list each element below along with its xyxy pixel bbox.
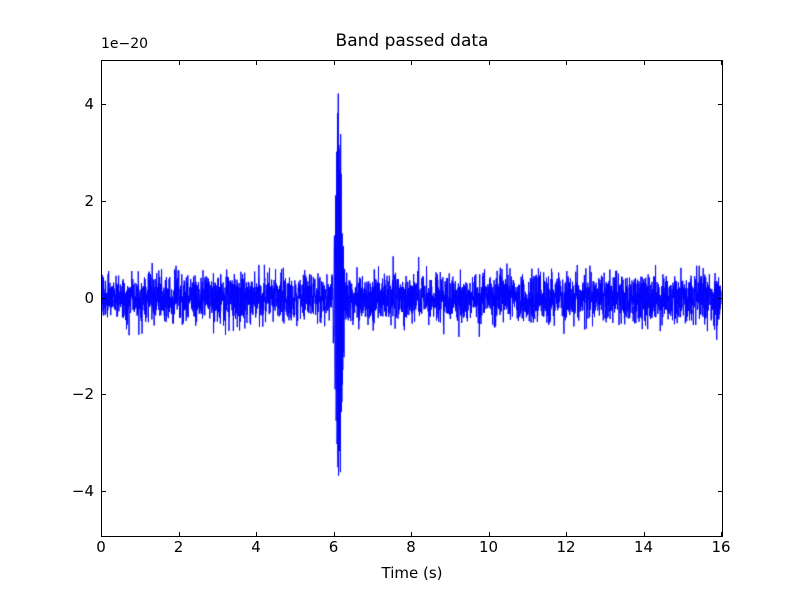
x-axis-tick-label: 4 (251, 538, 261, 556)
x-axis-tick-mark (333, 532, 335, 536)
x-axis-tick-mark-top (178, 61, 180, 65)
x-axis-tick-mark-top (566, 61, 567, 65)
x-axis-tick-mark (566, 532, 567, 536)
x-axis-label: Time (s) (381, 564, 443, 582)
y-axis-tick-mark (102, 394, 106, 396)
x-axis-tick-label: 10 (478, 538, 499, 556)
y-axis-tick-label: 2 (84, 191, 94, 210)
y-axis-tick-mark (102, 297, 106, 299)
y-axis-tick-mark-right (718, 491, 722, 493)
x-axis-tick-label: 6 (328, 538, 339, 556)
y-axis-tick-label: 0 (84, 288, 94, 307)
y-axis-tick-mark-right (718, 297, 722, 299)
x-axis-tick-mark (411, 532, 412, 536)
page-title: Band passed data (335, 31, 489, 51)
x-axis-tick-mark-top (333, 61, 335, 65)
x-axis-tick-mark-top (411, 61, 412, 65)
x-axis-tick-label: 2 (173, 538, 184, 556)
x-axis-tick-mark (721, 532, 722, 536)
y-axis-tick-mark-right (718, 200, 722, 202)
x-axis-tick-mark-top (256, 61, 257, 65)
x-axis-tick-label: 14 (633, 538, 654, 556)
x-axis-tick-label: 12 (556, 538, 576, 556)
x-axis-tick-mark (488, 532, 490, 536)
y-axis-tick-label: −4 (71, 482, 94, 501)
y-axis-tick-label: −2 (71, 385, 94, 404)
x-axis-tick-mark-top (643, 61, 645, 65)
y-axis-tick-label: 4 (84, 94, 94, 113)
waveform-plot-canvas (102, 61, 722, 536)
x-axis-tick-mark-top (101, 61, 102, 65)
plot-axes (101, 60, 723, 537)
y-axis-tick-mark (102, 200, 106, 202)
x-axis-tick-mark-top (488, 61, 490, 65)
x-axis-tick-label: 16 (711, 538, 731, 556)
y-axis-tick-mark (102, 103, 106, 105)
y-axis-tick-mark-right (718, 103, 722, 105)
y-axis-tick-mark-right (718, 394, 722, 396)
y-axis-offset-text: 1e−20 (101, 36, 149, 52)
x-axis-tick-mark-top (721, 61, 722, 65)
x-axis-tick-label: 8 (406, 538, 416, 556)
x-axis-tick-mark (643, 532, 645, 536)
x-axis-tick-label: 0 (96, 538, 106, 556)
x-axis-tick-mark (178, 532, 180, 536)
y-axis-tick-mark (102, 491, 106, 493)
x-axis-tick-mark (256, 532, 257, 536)
x-axis-tick-mark (101, 532, 102, 536)
